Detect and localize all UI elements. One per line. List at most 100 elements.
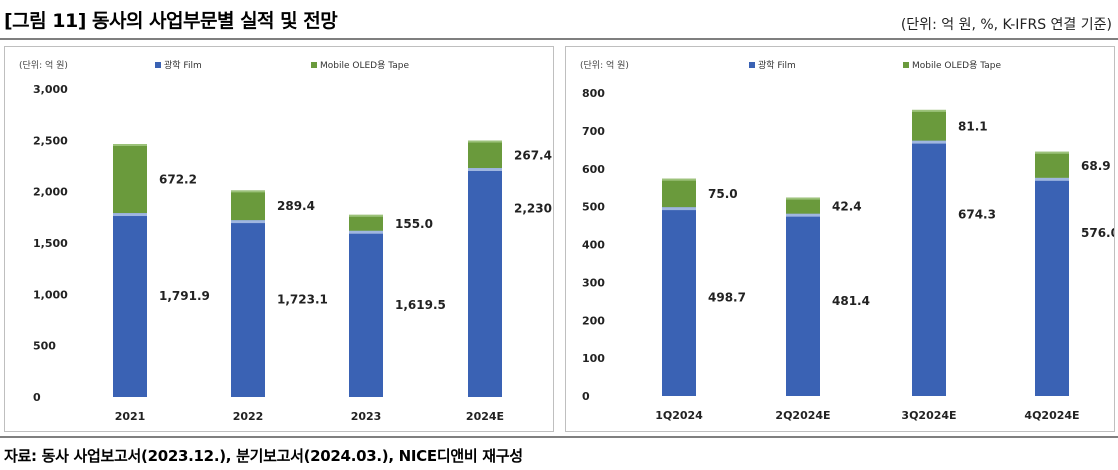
legend-swatch (311, 62, 317, 68)
bar-film-highlight (468, 168, 502, 172)
bar-tape (662, 178, 696, 208)
y-tick-label: 2,500 (33, 134, 68, 147)
bar-tape (786, 197, 820, 214)
legend-label: Mobile OLED용 Tape (912, 60, 1001, 71)
bar-stack (349, 214, 383, 397)
bar-stack (1035, 151, 1069, 396)
bar-tape (349, 214, 383, 231)
bar-tape-highlight (786, 197, 820, 200)
legend-item: Mobile OLED용 Tape (903, 60, 1001, 71)
bar-tape-highlight (662, 178, 696, 181)
y-tick-label: 600 (582, 163, 605, 176)
bar-film-highlight (349, 230, 383, 234)
quarterly-stacked-bar-chart: (단위: 억 원) 광학 Film Mobile OLED용 Tape 0 100 200… (580, 59, 1114, 422)
bar-film (912, 140, 946, 396)
data-label-film: 1,619.5 (395, 298, 446, 312)
x-tick-label: 3Q2024E (901, 409, 956, 422)
legend-item: Mobile OLED용 Tape (311, 60, 409, 71)
y-tick-label: 500 (582, 201, 605, 214)
bar-tape-highlight (912, 109, 946, 112)
bar-tape-highlight (468, 140, 502, 143)
data-label-tape: 42.4 (832, 200, 862, 214)
bar-tape-highlight (1035, 151, 1069, 154)
bar-stack (912, 109, 946, 396)
x-tick-label: 1Q2024 (655, 409, 703, 422)
chart-unit-label: (단위: 억 원) (19, 59, 68, 71)
bar-tape (912, 109, 946, 141)
legend-swatch (749, 62, 755, 68)
figure-footer: 자료: 동사 사업보고서(2023.12.), 분기보고서(2024.03.),… (0, 436, 1118, 470)
data-label-film: 498.7 (708, 291, 746, 305)
y-tick-label: 3,000 (33, 83, 68, 96)
x-tick-label: 4Q2024E (1024, 409, 1079, 422)
legend-label: Mobile OLED용 Tape (320, 60, 409, 71)
bar-tape-highlight (349, 214, 383, 217)
legend-swatch (903, 62, 909, 68)
data-label-film: 1,723.1 (277, 293, 328, 307)
x-tick-label: 2Q2024E (775, 409, 830, 422)
bar-film (1035, 177, 1069, 396)
bar-film-highlight (1035, 177, 1069, 181)
bar-stack (113, 144, 147, 397)
y-tick-label: 500 (33, 340, 56, 353)
legend-swatch (155, 62, 161, 68)
bar-stack (786, 197, 820, 396)
y-tick-label: 300 (582, 276, 605, 289)
bar-tape (1035, 151, 1069, 178)
chart-unit-label: (단위: 억 원) (580, 59, 629, 71)
annual-stacked-bar-chart: (단위: 억 원) 광학 Film Mobile OLED용 Tape 0 500 1,0… (19, 59, 553, 423)
data-label-film: 481.4 (832, 294, 870, 308)
unit-note: (단위: 억 원, %, K-IFRS 연결 기준) (900, 17, 1112, 33)
data-label-tape: 267.4 (514, 148, 552, 162)
bar-tape-highlight (231, 190, 265, 193)
data-label-film: 2,230.4 (514, 202, 553, 216)
legend-item: 광학 Film (749, 59, 796, 71)
bar-film (786, 213, 820, 396)
source-note: 자료: 동사 사업보고서(2023.12.), 분기보고서(2024.03.),… (4, 447, 523, 465)
y-tick-label: 2,000 (33, 186, 68, 199)
x-tick-label: 2022 (233, 410, 264, 423)
legend-label: 광학 Film (758, 59, 796, 71)
bar-film-highlight (786, 213, 820, 217)
y-tick-label: 400 (582, 239, 605, 252)
bar-film-highlight (662, 207, 696, 211)
bar-stack (468, 140, 502, 397)
legend-item: 광학 Film (155, 59, 202, 71)
y-tick-label: 200 (582, 314, 605, 327)
bar-tape (468, 140, 502, 169)
legend-label: 광학 Film (164, 59, 202, 71)
bar-stack (231, 190, 265, 397)
bar-tape (113, 144, 147, 214)
bar-tape-highlight (113, 144, 147, 147)
bar-tape (231, 190, 265, 221)
data-label-tape: 75.0 (708, 187, 738, 201)
x-tick-label: 2023 (351, 410, 382, 423)
chart-panel-annual: (단위: 억 원) 광학 Film Mobile OLED용 Tape 0 500 1,0… (4, 46, 554, 432)
data-label-tape: 81.1 (958, 119, 988, 133)
data-label-tape: 672.2 (159, 173, 197, 187)
data-label-tape: 155.0 (395, 217, 433, 231)
y-tick-label: 700 (582, 125, 605, 138)
data-label-tape: 289.4 (277, 199, 315, 213)
bar-film-highlight (231, 220, 265, 224)
bar-film (468, 168, 502, 397)
data-label-film: 576.0 (1081, 226, 1114, 240)
figure-title: [그림 11] 동사의 사업부문별 실적 및 전망 (4, 10, 338, 32)
y-tick-label: 1,500 (33, 237, 68, 250)
bar-film (113, 213, 147, 397)
y-tick-label: 1,000 (33, 288, 68, 301)
data-label-tape: 68.9 (1081, 159, 1111, 173)
bar-film (662, 207, 696, 396)
bar-film (231, 220, 265, 397)
y-tick-label: 0 (582, 390, 590, 403)
x-tick-label: 2021 (115, 410, 146, 423)
data-label-film: 1,791.9 (159, 289, 210, 303)
chart-panel-quarterly: (단위: 억 원) 광학 Film Mobile OLED용 Tape 0 100 200… (565, 46, 1115, 432)
x-tick-label: 2024E (466, 410, 504, 423)
bar-film-highlight (912, 140, 946, 144)
bar-film (349, 230, 383, 397)
y-tick-label: 0 (33, 391, 41, 404)
data-label-film: 674.3 (958, 207, 996, 221)
figure-header: [그림 11] 동사의 사업부문별 실적 및 전망 (단위: 억 원, %, K… (0, 0, 1118, 40)
bar-stack (662, 178, 696, 396)
